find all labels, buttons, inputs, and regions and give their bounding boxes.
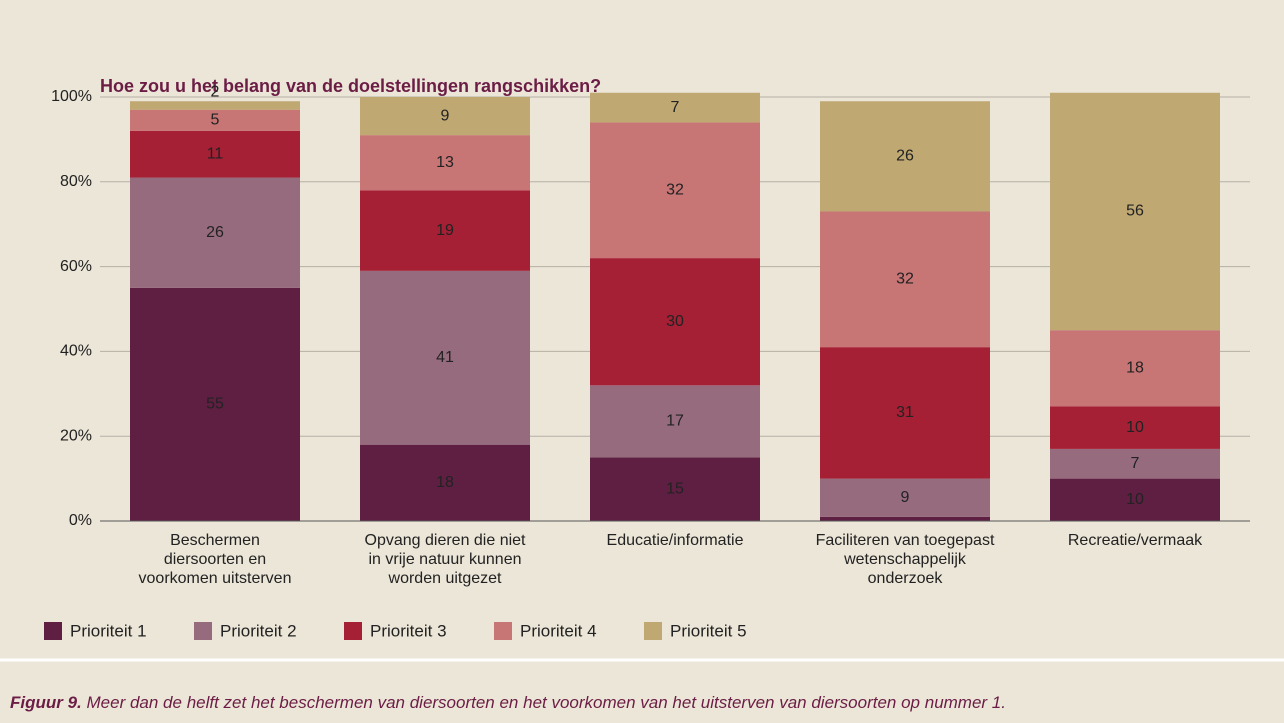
bar-segment xyxy=(360,190,530,271)
data-label: 56 xyxy=(1126,203,1144,220)
x-tick-line: Beschermen xyxy=(170,532,260,549)
data-label: 18 xyxy=(1126,360,1144,377)
caption: Figuur 9. Meer dan de helft zet het besc… xyxy=(10,693,1006,712)
bar-segment xyxy=(820,101,990,212)
x-tick-line: voorkomen uitsterven xyxy=(139,570,292,587)
data-label: 7 xyxy=(671,99,680,116)
chart-title: Hoe zou u het belang van de doelstelling… xyxy=(100,76,601,96)
data-label: 10 xyxy=(1126,491,1144,508)
data-label: 2 xyxy=(211,83,220,100)
y-tick-label: 20% xyxy=(60,427,92,444)
x-tick-label: Recreatie/vermaak xyxy=(1068,532,1203,549)
bar-segment xyxy=(1050,478,1220,521)
data-label: 55 xyxy=(206,396,224,413)
data-label: 30 xyxy=(666,313,684,330)
data-label: 9 xyxy=(441,107,450,124)
caption-text: Meer dan de helft zet het beschermen van… xyxy=(87,693,1006,712)
data-label: 32 xyxy=(666,181,684,198)
caption-label: Figuur 9. xyxy=(10,693,82,712)
x-tick-line: diersoorten en xyxy=(164,551,266,568)
bar-segment xyxy=(590,122,760,259)
data-label: 41 xyxy=(436,349,454,366)
legend-swatch xyxy=(494,622,512,640)
bar-segment xyxy=(590,258,760,386)
bar-segment xyxy=(360,97,530,136)
bar-segment xyxy=(130,177,300,288)
y-tick-label: 40% xyxy=(60,343,92,360)
bar-segment xyxy=(1050,406,1220,449)
x-tick-line: Recreatie/vermaak xyxy=(1068,532,1203,549)
legend-label: Prioriteit 2 xyxy=(220,621,297,640)
bar-segment xyxy=(1050,92,1220,331)
bar-segment xyxy=(360,444,530,521)
legend-label: Prioriteit 5 xyxy=(670,621,747,640)
legend-swatch xyxy=(44,622,62,640)
x-tick-label: Beschermen diersoorten en voorkomen uitste… xyxy=(139,532,292,587)
bar-segment xyxy=(590,457,760,521)
legend-label: Prioriteit 3 xyxy=(370,621,447,640)
bar-segment xyxy=(590,385,760,458)
data-label: 31 xyxy=(896,404,914,421)
bar-segment xyxy=(130,287,300,521)
x-tick-line: Educatie/informatie xyxy=(607,532,744,549)
x-tick-line: wetenschappelijk xyxy=(843,551,967,568)
data-label: 18 xyxy=(436,474,454,491)
x-tick-line: Opvang dieren die niet xyxy=(365,532,527,549)
y-tick-label: 60% xyxy=(60,258,92,275)
bar-segment xyxy=(820,211,990,348)
data-label: 7 xyxy=(1131,455,1140,472)
bar-segment xyxy=(820,516,990,521)
bar-segment xyxy=(1050,330,1220,407)
bar-segment xyxy=(130,109,300,131)
legend-swatch xyxy=(644,622,662,640)
x-tick-line: onderzoek xyxy=(868,570,944,587)
bar-segment xyxy=(360,135,530,191)
x-tick-line: Faciliteren van toegepast xyxy=(816,532,995,549)
data-label: 26 xyxy=(896,148,914,165)
legend-label: Prioriteit 1 xyxy=(70,621,147,640)
y-tick-label: 100% xyxy=(51,88,92,105)
x-tick-line: in vrije natuur kunnen xyxy=(369,551,522,568)
data-label: 10 xyxy=(1126,419,1144,436)
bar-segment xyxy=(1050,448,1220,479)
data-label: 17 xyxy=(666,413,684,430)
bar-segment xyxy=(820,478,990,517)
data-label: 11 xyxy=(207,145,224,162)
data-label: 26 xyxy=(206,224,224,241)
y-tick-label: 0% xyxy=(69,512,92,529)
data-label: 13 xyxy=(436,154,454,171)
x-tick-label: Faciliteren van toegepast wetenschappelij… xyxy=(816,532,995,587)
legend-swatch xyxy=(194,622,212,640)
bar-segment xyxy=(360,270,530,445)
bar-segment xyxy=(590,92,760,123)
legend-swatch xyxy=(344,622,362,640)
y-tick-label: 80% xyxy=(60,173,92,190)
data-label: 5 xyxy=(211,112,220,129)
bar-segment xyxy=(820,347,990,479)
bar-segment xyxy=(130,130,300,178)
x-tick-label: Opvang dieren die niet in vrije natuur ku… xyxy=(365,532,527,587)
data-label: 15 xyxy=(666,480,684,497)
data-label: 32 xyxy=(896,271,914,288)
data-label: 9 xyxy=(901,489,910,506)
x-tick-label: Educatie/informatie xyxy=(607,532,744,549)
x-tick-line: worden uitgezet xyxy=(388,570,503,587)
bar-segment xyxy=(130,101,300,110)
data-label: 19 xyxy=(436,222,454,239)
legend-label: Prioriteit 4 xyxy=(520,621,597,640)
